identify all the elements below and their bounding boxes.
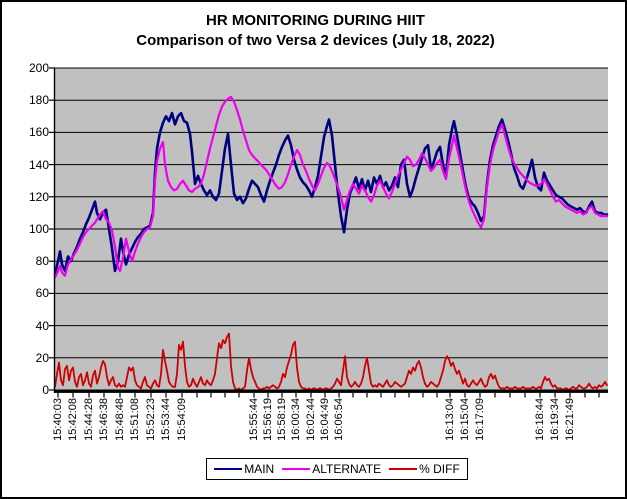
series-line-main xyxy=(53,111,609,276)
x-axis-tick-label: 15:46:38 xyxy=(98,398,110,441)
x-axis-tick-label: 16:02:44 xyxy=(305,398,317,441)
x-axis-tick-label: 15:56:19 xyxy=(262,398,274,441)
chart-subtitle: Comparison of two Versa 2 devices (July … xyxy=(136,32,495,49)
legend-item-pctdiff: % DIFF xyxy=(389,462,460,476)
x-axis-line xyxy=(55,389,608,393)
series-line--diff xyxy=(54,332,608,391)
x-axis-tick-label: 16:04:49 xyxy=(319,398,331,441)
y-axis-tick-label: 140 xyxy=(28,157,49,172)
legend-label-alternate: ALTERNATE xyxy=(312,462,382,476)
chart-title: HR MONITORING DURING HIIT xyxy=(206,12,425,29)
legend-item-alternate: ALTERNATE xyxy=(282,462,381,476)
y-axis-tick-label: 160 xyxy=(28,125,49,140)
x-axis-tick-label: 15:42:08 xyxy=(67,398,79,441)
legend-label-main: MAIN xyxy=(244,462,275,476)
y-axis-tick-label: 20 xyxy=(35,350,49,365)
x-axis-tick-label: 15:51:08 xyxy=(129,398,141,441)
y-axis-tick-label: 0 xyxy=(42,383,49,397)
x-axis-tick-label: 15:55:44 xyxy=(248,398,260,441)
main-line-swatch xyxy=(214,467,243,471)
x-axis-tick-label: 15:58:19 xyxy=(276,398,288,441)
x-axis-tick-label: 16:00:34 xyxy=(290,398,302,441)
y-axis-tick-label: 40 xyxy=(35,318,49,333)
legend: MAIN ALTERNATE % DIFF xyxy=(206,458,468,480)
x-axis-tick-label: 16:17:09 xyxy=(474,398,486,441)
alternate-line-swatch xyxy=(282,467,311,471)
x-axis-tick-label: 15:53:44 xyxy=(160,398,172,441)
x-axis-tick-label: 16:21:49 xyxy=(564,398,576,441)
pctdiff-line-swatch xyxy=(389,468,418,470)
y-axis-tick-label: 180 xyxy=(28,93,49,108)
chart-title-block: HR MONITORING DURING HIIT Comparison of … xyxy=(2,11,625,51)
x-axis-tick-label: 15:54:09 xyxy=(176,398,188,441)
x-axis-tick-label: 16:13:04 xyxy=(444,398,456,441)
y-axis-tick-label: 200 xyxy=(28,61,49,75)
x-axis-tick-label: 15:52:23 xyxy=(145,398,157,441)
y-axis-tick-label: 120 xyxy=(28,189,49,204)
y-axis-tick-label: 60 xyxy=(35,286,49,301)
x-axis-tick-label: 15:44:28 xyxy=(83,398,95,441)
series-line-alternate xyxy=(53,95,609,279)
legend-label-pctdiff: % DIFF xyxy=(419,462,460,476)
x-axis-tick-label: 16:15:04 xyxy=(459,398,471,441)
x-axis-tick-label: 15:40:03 xyxy=(52,398,64,441)
x-axis-tick-label: 16:19:34 xyxy=(549,398,561,441)
legend-item-main: MAIN xyxy=(214,462,274,476)
x-axis-tick-label: 15:48:48 xyxy=(114,398,126,441)
y-axis-tick-label: 100 xyxy=(28,222,49,236)
x-axis-tick-label: 16:18:44 xyxy=(534,398,546,441)
x-axis-tick-label: 16:06:54 xyxy=(333,398,345,441)
y-axis-tick-label: 80 xyxy=(35,254,49,269)
